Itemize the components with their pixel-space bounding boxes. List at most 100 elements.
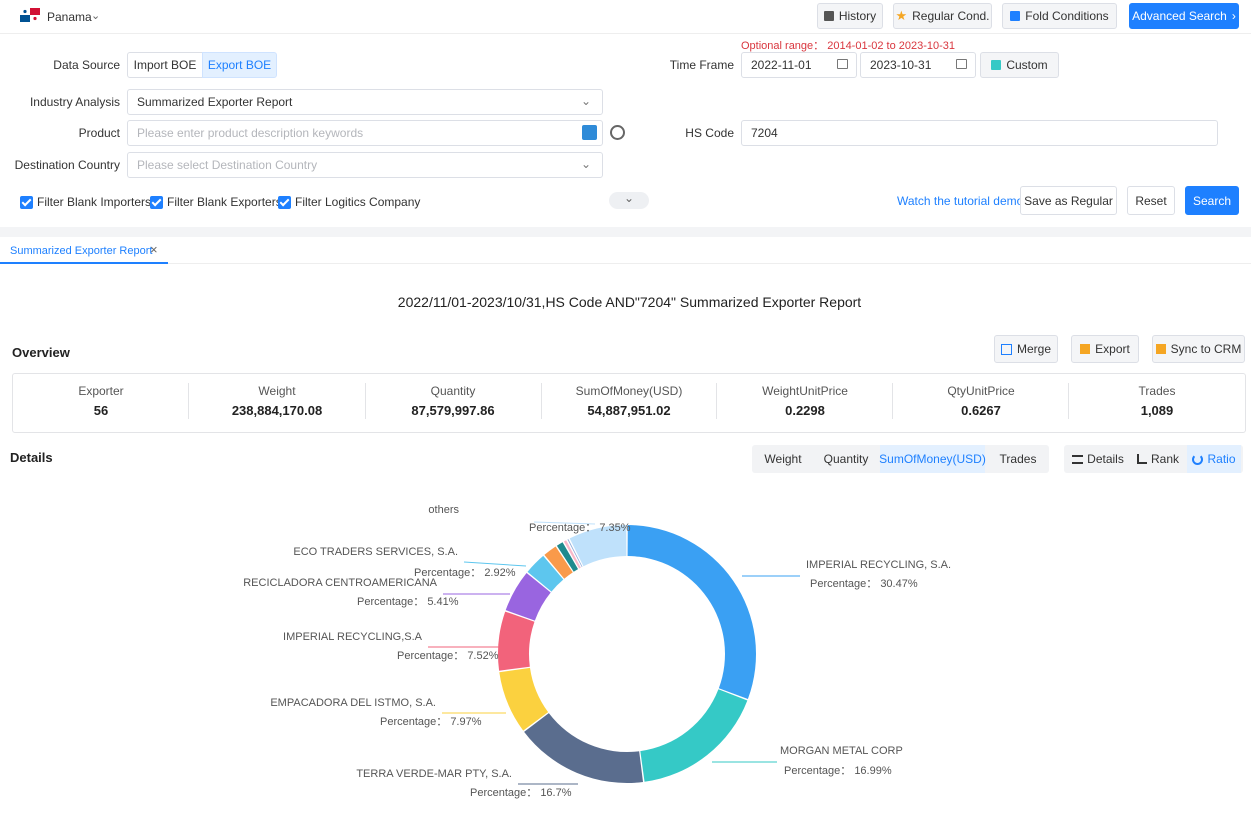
pie-slice[interactable] [556, 542, 579, 572]
filter-blank-exporters-checkbox[interactable]: Filter Blank Exporters [150, 195, 282, 209]
history-icon [823, 11, 834, 21]
stat-weight-unit-price: WeightUnitPrice 0.2298 [762, 384, 848, 418]
stat-divider [188, 383, 189, 419]
pie-slice[interactable] [640, 689, 748, 782]
stat-divider [1068, 383, 1069, 419]
chevron-down-icon: ⌄ [580, 94, 591, 108]
destination-country-label: Destination Country [14, 158, 120, 172]
tutorial-link[interactable]: Watch the tutorial demo [897, 194, 1024, 208]
stat-divider [365, 383, 366, 419]
product-label: Product [78, 126, 120, 140]
checkbox-checked-icon [150, 195, 163, 209]
merge-button[interactable]: Merge [994, 335, 1058, 363]
ratio-donut-chart: IMPERIAL RECYCLING, S.A. Percentage： 30.4… [243, 504, 951, 799]
view-rank[interactable]: Rank [1132, 445, 1184, 473]
pie-slice[interactable] [524, 713, 644, 783]
destination-country-select[interactable]: Please select Destination Country ⌄ [127, 152, 603, 178]
slice-percentage-label: Percentage： 16.99% [784, 765, 892, 777]
expand-chevron-icon[interactable]: ⌄ [609, 192, 649, 209]
reset-button[interactable]: Reset [1127, 186, 1175, 215]
slice-label-line [533, 521, 596, 525]
slice-percentage-label: Percentage： 7.52% [397, 650, 499, 662]
tab-quantity[interactable]: Quantity [823, 452, 869, 466]
pie-slice[interactable] [569, 525, 627, 567]
slice-percentage-label: Percentage： 7.97% [380, 716, 482, 728]
date-from-input[interactable]: 2022-11-01 [741, 52, 857, 78]
view-details[interactable]: Details [1066, 445, 1130, 473]
pie-slice[interactable] [505, 573, 551, 621]
date-to-input[interactable]: 2023-10-31 [860, 52, 976, 78]
pie-slice[interactable] [567, 539, 583, 568]
overview-heading: Overview [12, 345, 70, 360]
pie-slice[interactable] [499, 667, 549, 731]
pie-slice[interactable] [627, 525, 756, 700]
industry-select[interactable]: Summarized Exporter Report ⌄ [127, 89, 603, 115]
stat-sum-of-money: SumOfMoney(USD) 54,887,951.02 [575, 384, 683, 418]
stat-exporter: Exporter 56 [78, 384, 124, 418]
bar-chart-icon [1136, 454, 1147, 464]
regular-cond-button[interactable]: ★ Regular Cond. [893, 3, 992, 29]
stat-divider [541, 383, 542, 419]
custom-button[interactable]: Custom [980, 52, 1059, 78]
chevron-right-icon: › [1231, 9, 1236, 23]
stat-divider [716, 383, 717, 419]
pie-slice[interactable] [527, 555, 564, 592]
tab-trades[interactable]: Trades [999, 452, 1037, 466]
calendar-icon [956, 59, 967, 69]
panama-flag-icon [20, 8, 40, 22]
view-ratio[interactable]: Ratio [1187, 445, 1241, 473]
slice-name-label: IMPERIAL RECYCLING,S.A [283, 631, 423, 643]
stat-quantity: Quantity 87,579,997.86 [411, 384, 495, 418]
filter-blank-importers-checkbox[interactable]: Filter Blank Importers [20, 195, 151, 209]
slice-name-label: ECO TRADERS SERVICES, S.A. [293, 546, 458, 558]
pie-slice[interactable] [544, 546, 573, 579]
report-title: 2022/11/01-2023/10/31,HS Code AND"7204" … [397, 294, 862, 310]
slice-name-label: RECICLADORA CENTROAMERICANA [243, 577, 437, 589]
star-icon: ★ [895, 8, 908, 23]
list-icon [1072, 454, 1084, 464]
sync-to-crm-button[interactable]: Sync to CRM [1152, 335, 1245, 363]
search-button[interactable]: Search [1185, 186, 1239, 215]
tab-summarized-exporter-report[interactable]: Summarized Exporter Report × [0, 237, 168, 264]
keyword-help-icon[interactable] [610, 125, 625, 140]
advanced-search-button[interactable]: Advanced Search › [1129, 3, 1239, 29]
sync-icon [1155, 344, 1166, 354]
stat-weight: Weight 238,884,170.08 [231, 384, 323, 418]
save-as-regular-button[interactable]: Save as Regular [1020, 186, 1117, 215]
close-icon[interactable]: × [150, 242, 158, 257]
chevron-down-icon: ⌄ [580, 157, 591, 171]
fold-conditions-button[interactable]: Fold Conditions [1002, 3, 1117, 29]
pie-chart-icon [1192, 453, 1204, 465]
slice-name-label: MORGAN METAL CORP [780, 745, 903, 757]
pie-slice[interactable] [563, 540, 581, 569]
product-input[interactable]: Please enter product description keyword… [127, 120, 603, 146]
export-boe-button[interactable]: Export BOE [202, 52, 277, 78]
stat-trades: Trades 1,089 [1138, 384, 1176, 418]
pie-slice[interactable] [498, 611, 535, 671]
country-selector[interactable]: Panama [47, 10, 92, 24]
tab-sum-of-money[interactable]: SumOfMoney(USD) [879, 445, 986, 473]
slice-name-label: others [428, 504, 459, 516]
time-frame-label: Time Frame [669, 58, 734, 72]
hs-code-input[interactable]: 7204 [741, 120, 1218, 146]
slice-name-label: TERRA VERDE-MAR PTY, S.A. [356, 768, 512, 780]
chevron-down-icon[interactable]: ⌄ [91, 10, 101, 22]
stat-qty-unit-price: QtyUnitPrice 0.6267 [947, 384, 1015, 418]
hs-code-label: HS Code [685, 126, 734, 140]
checkbox-checked-icon [278, 195, 291, 209]
translate-icon[interactable] [582, 125, 597, 140]
slice-percentage-label: Percentage： 30.47% [810, 578, 918, 590]
history-button[interactable]: History [817, 3, 883, 29]
tab-weight[interactable]: Weight [764, 452, 802, 466]
tab-bar-line [168, 263, 1251, 264]
details-heading: Details [10, 450, 53, 465]
slice-percentage-label: Percentage： 7.35% [529, 522, 631, 534]
slice-percentage-label: Percentage： 16.7% [470, 787, 572, 799]
top-bar: Panama ⌄ History ★ Regular Cond. Fold Co… [0, 0, 1251, 34]
import-boe-button[interactable]: Import BOE [127, 52, 203, 78]
section-divider [0, 227, 1251, 237]
export-button[interactable]: Export [1071, 335, 1139, 363]
slice-name-label: EMPACADORA DEL ISTMO, S.A. [270, 697, 436, 709]
filter-logistics-checkbox[interactable]: Filter Logitics Company [278, 195, 420, 209]
merge-icon [1000, 343, 1012, 355]
